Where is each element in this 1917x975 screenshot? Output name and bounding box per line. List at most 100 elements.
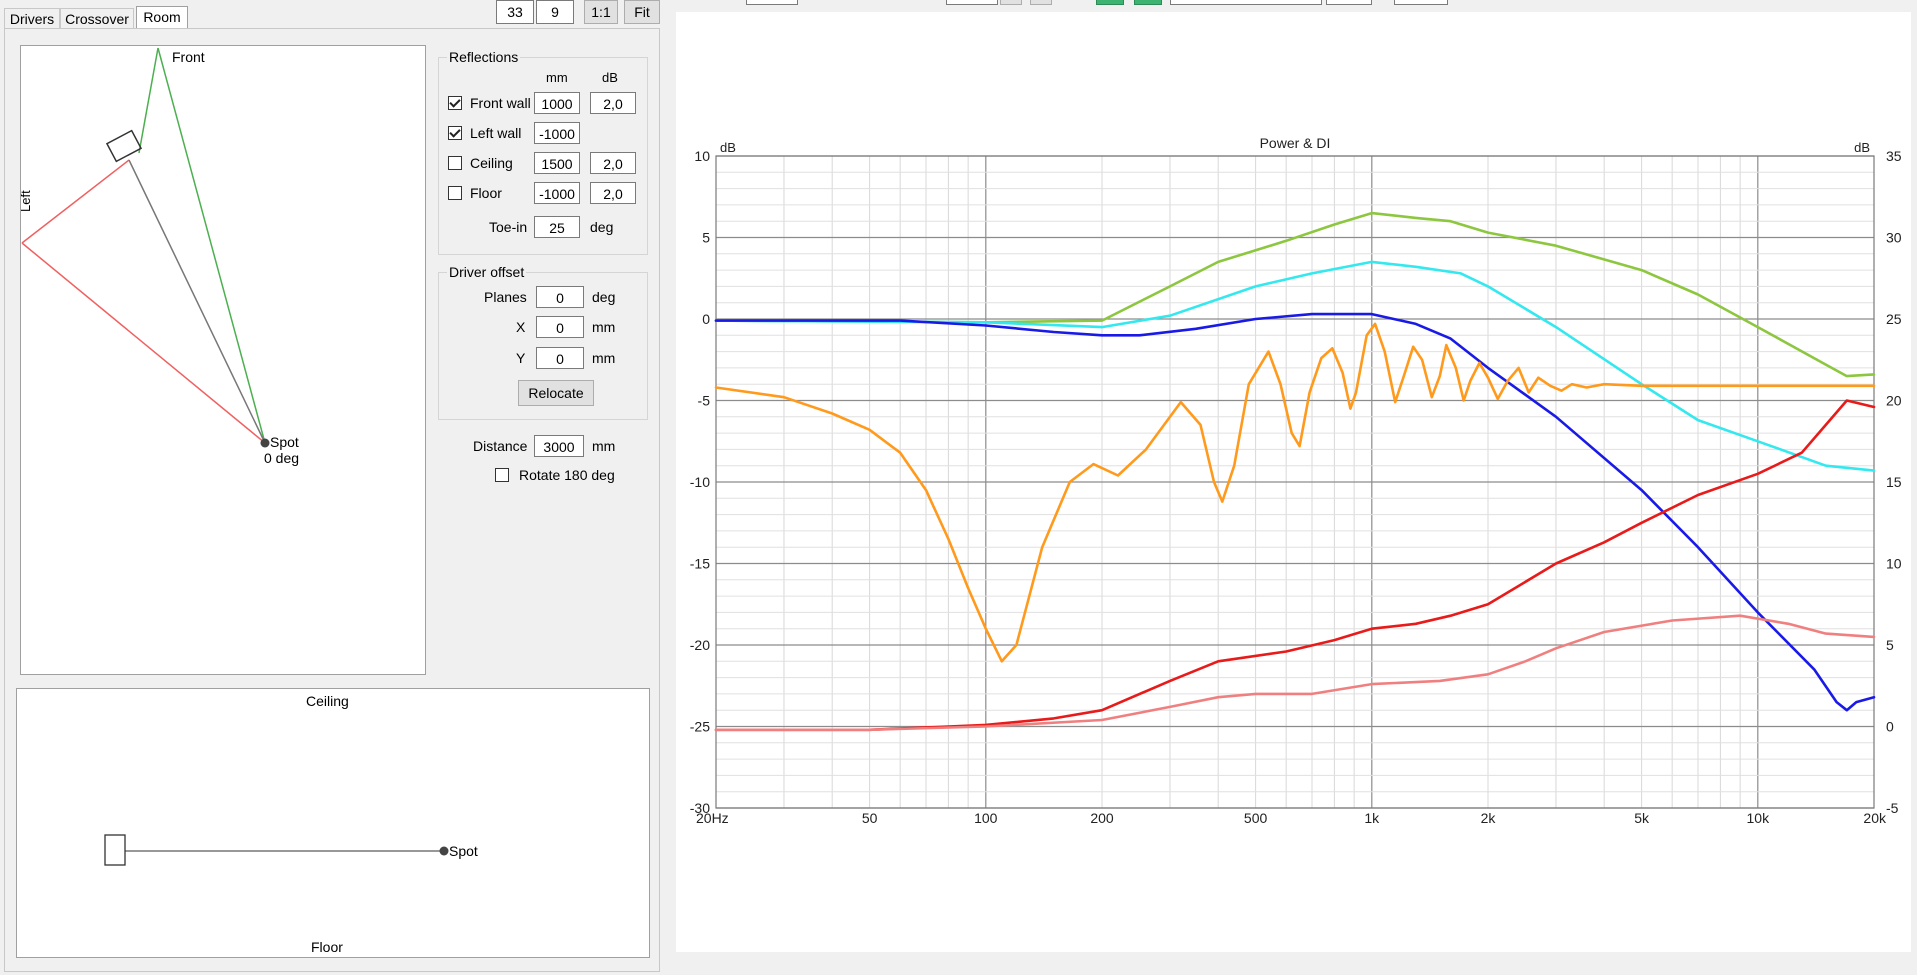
ceiling-row-label: Ceiling (470, 155, 513, 171)
planes-input[interactable]: 0 (536, 286, 584, 308)
left-wall-checkbox[interactable] (448, 126, 462, 140)
tab-crossover[interactable]: Crossover (60, 8, 134, 29)
toolbar-field-partial[interactable] (1326, 0, 1372, 5)
side-speaker-box-icon[interactable] (104, 834, 126, 866)
y-right-tick-label: -5 (1886, 800, 1899, 816)
left-wall-label: Left (20, 190, 33, 212)
x-offset-input[interactable]: 0 (536, 316, 584, 338)
toolbar-green-button[interactable] (1134, 0, 1162, 5)
speaker-box-icon[interactable] (105, 129, 143, 163)
front-wall-reflection-path (138, 47, 159, 154)
series-line-1 (714, 260, 1876, 472)
side-view-canvas[interactable]: Ceiling Spot Floor (16, 688, 650, 958)
y-left-tick-label: -25 (690, 719, 710, 735)
fit-button[interactable]: Fit (624, 0, 660, 24)
y-left-tick-label: -10 (690, 474, 710, 490)
front-wall-label: Front wall (470, 95, 531, 111)
x-tick-label: 500 (1244, 810, 1268, 826)
front-wall-checkbox[interactable] (448, 96, 462, 110)
floor-mm-input[interactable]: -1000 (534, 182, 580, 204)
tab-room[interactable]: Room (136, 6, 188, 29)
mm-column-header: mm (546, 70, 568, 85)
y-right-tick-label: 20 (1886, 393, 1902, 409)
power-di-chart[interactable]: 20Hz 50 100 200 500 1k 2k 5k 10k 20k1050-5-10-15-… (676, 12, 1911, 952)
ceiling-db-input[interactable]: 2,0 (590, 152, 636, 174)
distance-input[interactable]: 3000 (534, 435, 584, 457)
y-left-tick-label: 10 (694, 148, 710, 164)
front-wall-reflection-path (157, 47, 266, 444)
chart-title: Power & DI (1260, 135, 1331, 151)
y-offset-unit: mm (592, 350, 616, 366)
distance-unit: mm (592, 438, 616, 454)
spot-angle-label: 0 deg (264, 450, 300, 466)
left-wall-reflection-path (21, 159, 130, 244)
toolbar-dropdown-partial[interactable] (1170, 0, 1322, 5)
toe-in-unit: deg (590, 219, 614, 235)
y-right-tick-label: 25 (1886, 311, 1902, 327)
planes-label: Planes (484, 289, 527, 305)
y-left-tick-label: 0 (702, 311, 710, 327)
side-spot-label: Spot (449, 843, 478, 859)
rotate-180-checkbox[interactable] (495, 468, 509, 482)
listening-spot-marker[interactable] (260, 438, 270, 448)
top-view-drawing (21, 47, 270, 448)
y-right-tick-label: 5 (1886, 637, 1894, 653)
x-tick-label: 1k (1364, 810, 1380, 826)
planes-unit: deg (592, 289, 616, 305)
floor-checkbox[interactable] (448, 186, 462, 200)
y-left-tick-label: -15 (690, 556, 710, 572)
toolbar-button-partial[interactable] (1030, 0, 1052, 5)
chart-labels: 20Hz 50 100 200 500 1k 2k 5k 10k 20k1050-5-10-15-… (690, 135, 1902, 826)
left-wall-mm-input[interactable]: -1000 (534, 122, 580, 144)
toe-in-input[interactable]: 25 (534, 216, 580, 238)
floor-boundary-label: Floor (311, 939, 343, 955)
x-offset-label: X (516, 319, 526, 335)
plot-frame (715, 155, 1875, 809)
one-to-one-button[interactable]: 1:1 (584, 0, 618, 24)
side-listening-spot-marker[interactable] (439, 846, 449, 856)
zoom-a-field[interactable]: 33 (496, 0, 534, 24)
series-line-3 (714, 322, 1876, 663)
relocate-button[interactable]: Relocate (518, 380, 594, 406)
zoom-b-field[interactable]: 9 (536, 0, 574, 24)
y-offset-input[interactable]: 0 (536, 347, 584, 369)
toolbar-green-button[interactable] (1096, 0, 1124, 5)
chart-grid (715, 155, 1875, 809)
y-right-unit-label: dB (1854, 140, 1870, 155)
top-view-canvas[interactable]: Front Left Spot 0 deg (20, 45, 426, 675)
x-tick-label: 20k (1863, 810, 1887, 826)
front-wall-db-input[interactable]: 2,0 (590, 92, 636, 114)
driver-offset-group-title: Driver offset (447, 264, 527, 280)
x-tick-label: 10k (1747, 810, 1771, 826)
tab-drivers[interactable]: Drivers (4, 8, 60, 29)
x-tick-label: 20Hz (696, 810, 729, 826)
y-right-tick-label: 10 (1886, 556, 1902, 572)
y-right-tick-label: 30 (1886, 230, 1902, 246)
front-wall-mm-input[interactable]: 1000 (534, 92, 580, 114)
ceiling-checkbox[interactable] (448, 156, 462, 170)
direct-sound-path (128, 159, 266, 444)
y-right-tick-label: 35 (1886, 148, 1902, 164)
x-tick-label: 5k (1634, 810, 1650, 826)
floor-db-input[interactable]: 2,0 (590, 182, 636, 204)
toolbar-button-partial[interactable] (1000, 0, 1022, 5)
series-line-0 (714, 211, 1876, 378)
ceiling-mm-input[interactable]: 1500 (534, 152, 580, 174)
x-tick-label: 200 (1090, 810, 1114, 826)
toolbar-field-partial[interactable] (946, 0, 998, 5)
toolbar-field-partial[interactable] (1394, 0, 1448, 5)
x-tick-label: 2k (1481, 810, 1497, 826)
y-left-unit-label: dB (720, 140, 736, 155)
y-left-tick-label: -20 (690, 637, 710, 653)
series-line-4 (714, 399, 1876, 732)
reflections-group-title: Reflections (447, 49, 521, 65)
toolbar-field-partial[interactable] (746, 0, 798, 5)
chart-area[interactable]: 20Hz 50 100 200 500 1k 2k 5k 10k 20k 10 5 0 -5 -10 -15-… (676, 12, 1911, 952)
front-wall-label: Front (172, 49, 205, 65)
y-left-tick-label: -5 (698, 393, 711, 409)
y-left-tick-label: 5 (702, 230, 710, 246)
rotate-180-label: Rotate 180 deg (519, 467, 615, 483)
x-tick-label: 50 (862, 810, 878, 826)
y-right-tick-label: 15 (1886, 474, 1902, 490)
toe-in-label: Toe-in (489, 219, 528, 235)
